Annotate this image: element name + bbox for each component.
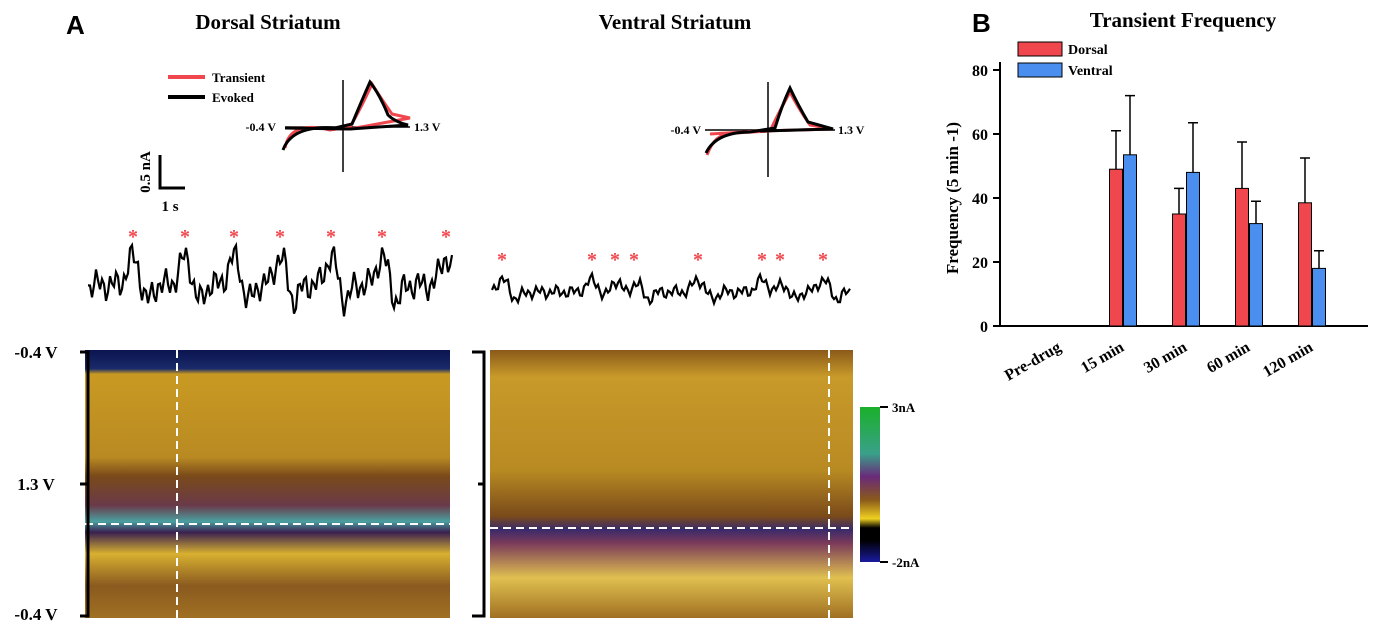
- y-tick-label: 80: [972, 63, 988, 80]
- x-tick-label: 60 min: [1204, 339, 1253, 377]
- x-tick-label: 120 min: [1260, 339, 1316, 381]
- legend-label: Ventral: [1068, 64, 1113, 79]
- error-bar: [1300, 157, 1310, 203]
- x-tick-label: 30 min: [1141, 339, 1190, 377]
- trace: [87, 241, 454, 317]
- transient-marker: *: [441, 226, 451, 248]
- cv-label: 1.3 V: [838, 123, 865, 137]
- colorbar-label: -2nA: [892, 555, 920, 570]
- trace: [490, 270, 851, 307]
- panel-label: B: [972, 8, 991, 38]
- transient-marker: *: [497, 249, 507, 271]
- transient-marker: *: [610, 249, 620, 271]
- bar: [1235, 187, 1249, 327]
- error-bar: [1111, 130, 1121, 170]
- transient-marker: *: [629, 249, 639, 271]
- bar: [1298, 202, 1312, 327]
- legend-swatch: [1017, 41, 1063, 57]
- bar: [1312, 267, 1326, 327]
- transient-marker: *: [128, 226, 138, 248]
- error-bar: [1174, 187, 1184, 214]
- transient-marker: *: [757, 249, 767, 271]
- scale-label: 0.5 nA: [138, 151, 154, 193]
- transient-marker: *: [693, 249, 703, 271]
- cv-label: 1.3 V: [414, 120, 441, 134]
- transient-marker: *: [229, 226, 239, 248]
- panel-title: Dorsal Striatum: [195, 10, 341, 34]
- panel-title: Ventral Striatum: [599, 10, 752, 34]
- cv-label: -0.4 V: [246, 120, 277, 134]
- legend-label: Dorsal: [1068, 43, 1108, 58]
- transient-marker: *: [818, 249, 828, 271]
- y-tick-label: 20: [972, 255, 988, 272]
- panel-label: A: [66, 10, 85, 40]
- plot-axis-label: 1.3 V: [17, 475, 55, 494]
- x-tick-label: 15 min: [1078, 339, 1127, 377]
- bar: [1249, 223, 1263, 327]
- error-bar: [1125, 94, 1135, 155]
- transient-marker: *: [326, 226, 336, 248]
- color-plot: [490, 350, 853, 618]
- scale-label: 1 s: [161, 199, 178, 215]
- error-bar: [1314, 250, 1324, 269]
- legend-swatch: [1017, 62, 1063, 78]
- y-tick-label: 0: [980, 319, 988, 336]
- cv-inset: [158, 79, 835, 190]
- legend-label: Transient: [212, 70, 266, 85]
- bar: [1186, 171, 1200, 327]
- bar: [1109, 168, 1123, 327]
- cv-label: -0.4 V: [671, 123, 702, 137]
- x-tick-label: Pre-drug: [1002, 339, 1064, 385]
- transient-marker: *: [275, 226, 285, 248]
- y-tick-label: 40: [972, 191, 988, 208]
- bar: [1172, 213, 1186, 327]
- transient-marker: *: [180, 226, 190, 248]
- transient-marker: *: [775, 249, 785, 271]
- error-bar: [1237, 141, 1247, 189]
- error-bar: [1188, 122, 1198, 173]
- y-tick-label: 60: [972, 127, 988, 144]
- plot-axis-label: -0.4 V: [14, 343, 58, 362]
- bar: [1123, 154, 1137, 327]
- legend-label: Evoked: [212, 90, 255, 105]
- transient-marker: *: [587, 249, 597, 271]
- y-axis-label: Frequency (5 min -1): [943, 122, 962, 274]
- transient-marker: *: [377, 226, 387, 248]
- colorbar-label: 3nA: [892, 400, 916, 415]
- color-plot: [85, 350, 450, 618]
- plot-axis-label: -0.4 V: [14, 605, 58, 624]
- chart-title: Transient Frequency: [1090, 8, 1277, 32]
- error-bar: [1251, 200, 1261, 224]
- plot-overlay: [80, 350, 888, 618]
